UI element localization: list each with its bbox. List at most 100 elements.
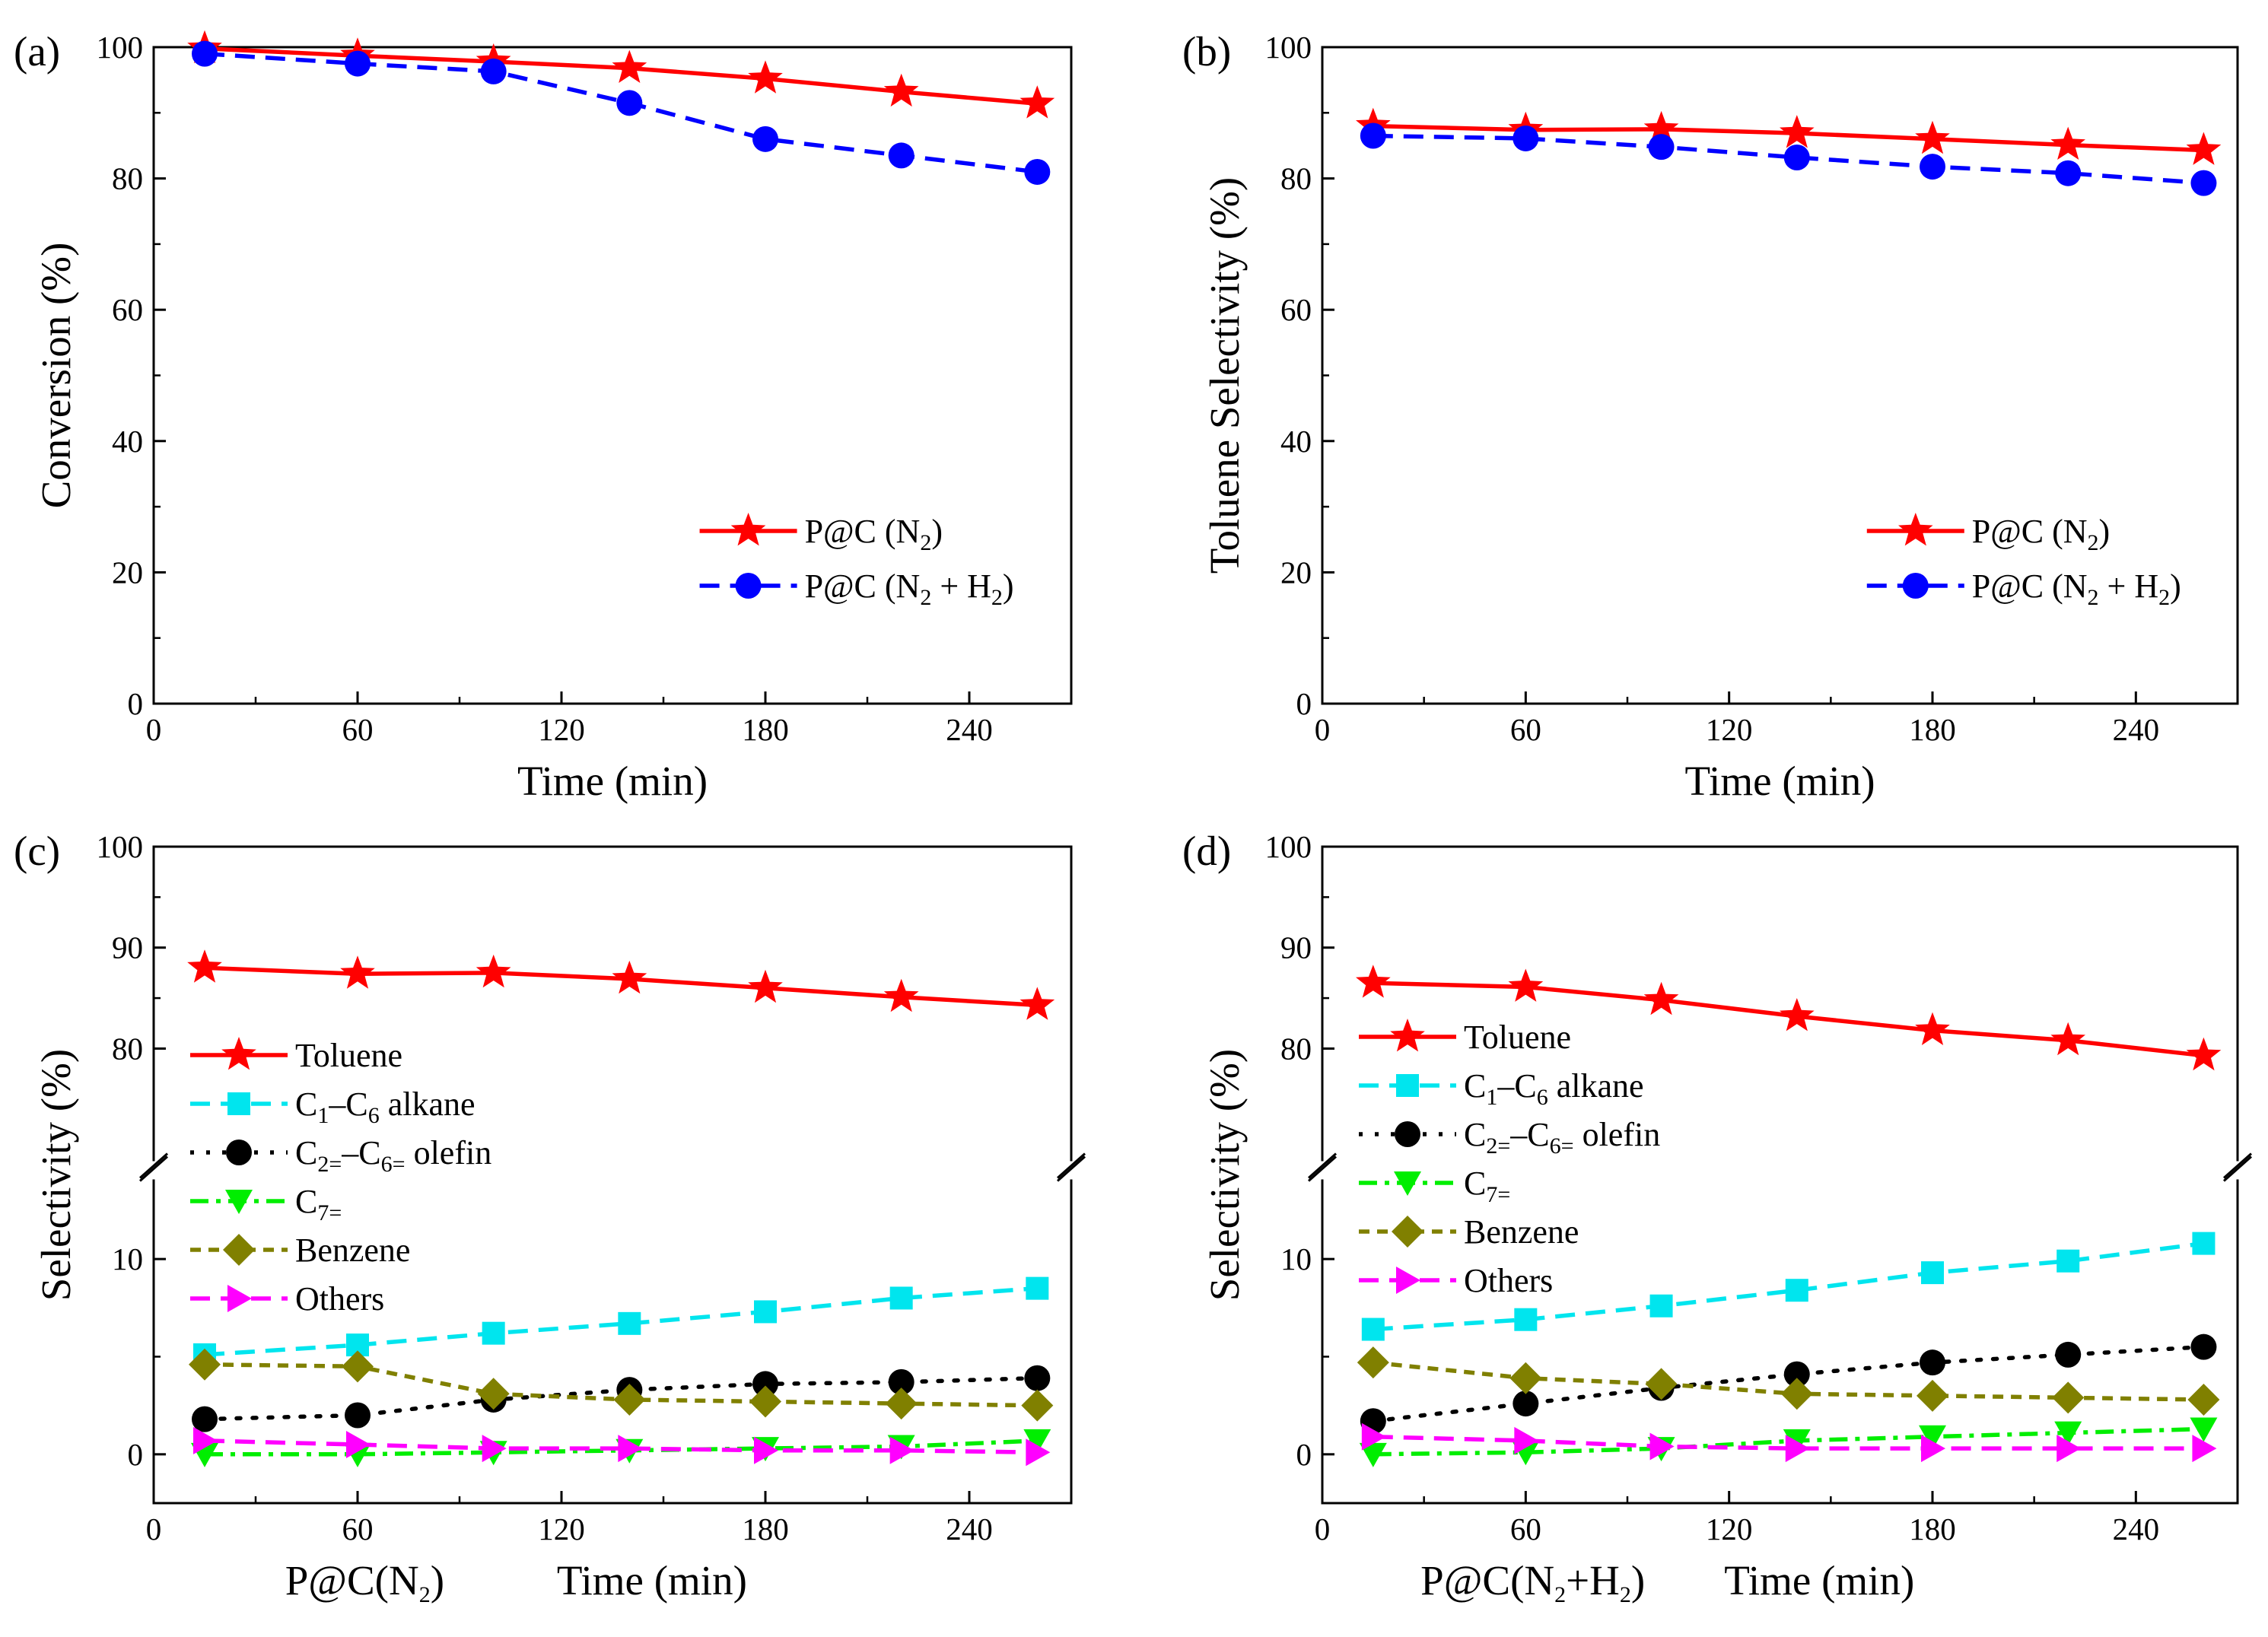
x-tick-label: 120 bbox=[1706, 712, 1753, 747]
x-axis-label: Time (min) bbox=[557, 1557, 747, 1604]
data-point bbox=[1513, 1391, 1539, 1417]
data-point bbox=[889, 1436, 915, 1464]
legend-label: P@C (N2) bbox=[1972, 513, 2110, 555]
series-5 bbox=[193, 1426, 1051, 1467]
panel-label: (d) bbox=[1182, 828, 1231, 874]
legend: P@C (N2) P@C (N2 + H2) bbox=[699, 513, 1014, 610]
data-point bbox=[2190, 170, 2217, 196]
axis-break-mark bbox=[2223, 1155, 2252, 1182]
series-0 bbox=[187, 949, 1055, 1020]
data-point bbox=[754, 1436, 778, 1464]
x-tick-label: 240 bbox=[2113, 712, 2160, 747]
y-axis-label: Selectivity (%) bbox=[1201, 1049, 1248, 1301]
y-tick-label: 0 bbox=[1296, 1437, 1312, 1472]
legend-marker bbox=[1390, 1019, 1425, 1052]
legend-label: C2=–C6= olefin bbox=[1464, 1116, 1660, 1159]
x-tick-label: 60 bbox=[1510, 1511, 1541, 1546]
legend-item: Toluene bbox=[190, 1037, 402, 1074]
legend: Toluene C1–C6 alkane C2=–C6= olefin C7= Benz… bbox=[190, 1037, 491, 1318]
data-point bbox=[752, 1371, 778, 1397]
data-point bbox=[1921, 1261, 1944, 1285]
data-point bbox=[1360, 122, 1386, 149]
data-point bbox=[1361, 1318, 1385, 1341]
x-tick-label: 240 bbox=[946, 712, 993, 747]
y-tick-label: 60 bbox=[112, 292, 143, 327]
data-point bbox=[748, 969, 783, 1003]
data-point bbox=[613, 1383, 646, 1416]
legend-marker bbox=[227, 1285, 252, 1312]
data-point bbox=[885, 1387, 918, 1420]
data-point bbox=[1783, 1361, 1810, 1387]
data-point bbox=[2192, 1232, 2216, 1255]
legend-marker bbox=[221, 1037, 256, 1070]
y-tick-label: 40 bbox=[1280, 424, 1312, 459]
y-tick-label: 10 bbox=[112, 1241, 143, 1276]
data-point bbox=[616, 90, 643, 116]
data-point bbox=[1514, 1308, 1538, 1331]
series-2 bbox=[1360, 1333, 2217, 1435]
data-point bbox=[2186, 132, 2222, 165]
axis-break-mark bbox=[1057, 1155, 1086, 1182]
data-point bbox=[612, 49, 647, 83]
data-point bbox=[1513, 125, 1539, 151]
data-point bbox=[1649, 1432, 1675, 1461]
x-tick-label: 60 bbox=[342, 1511, 374, 1546]
axis-break-mark bbox=[2223, 1152, 2252, 1179]
data-point bbox=[1921, 1435, 1945, 1463]
x-tick-label: 120 bbox=[538, 1511, 585, 1546]
y-tick-label: 90 bbox=[1280, 930, 1312, 965]
data-point bbox=[1920, 154, 1945, 180]
data-point bbox=[1915, 120, 1950, 154]
data-point bbox=[1023, 1429, 1051, 1454]
data-point bbox=[1780, 998, 1815, 1031]
axis-break-mark bbox=[139, 1155, 168, 1182]
legend-item: P@C (N2 + H2) bbox=[1866, 567, 2181, 610]
axis-break-mark bbox=[1057, 1152, 1086, 1179]
legend-marker bbox=[1394, 1171, 1421, 1196]
data-point bbox=[2056, 1249, 2080, 1273]
legend-marker bbox=[225, 1190, 253, 1214]
data-point bbox=[2050, 1022, 2085, 1056]
data-point bbox=[476, 954, 511, 988]
data-point bbox=[189, 1348, 221, 1381]
legend-item: Others bbox=[190, 1280, 384, 1318]
y-tick-label: 100 bbox=[97, 829, 144, 864]
x-tick-label: 120 bbox=[538, 712, 585, 747]
data-point bbox=[883, 73, 919, 107]
data-point bbox=[1915, 1012, 1950, 1045]
data-point bbox=[346, 1430, 371, 1458]
y-tick-label: 20 bbox=[112, 555, 143, 590]
y-tick-label: 10 bbox=[1280, 1241, 1312, 1276]
data-point bbox=[1920, 1349, 1945, 1376]
axis-break-mark bbox=[139, 1152, 168, 1179]
data-point bbox=[888, 142, 915, 169]
legend-item: Benzene bbox=[190, 1232, 410, 1269]
x-tick-label: 0 bbox=[1315, 1511, 1331, 1546]
legend-marker bbox=[1902, 573, 1929, 599]
x-axis-label: Time (min) bbox=[517, 758, 708, 804]
data-point bbox=[480, 58, 507, 84]
legend-label: Others bbox=[1464, 1262, 1553, 1299]
series-1 bbox=[193, 1276, 1049, 1366]
data-point bbox=[482, 1321, 505, 1345]
data-point bbox=[1780, 115, 1815, 148]
panel-label: (a) bbox=[14, 28, 60, 75]
y-axis-label: Conversion (%) bbox=[33, 243, 79, 509]
data-point bbox=[2192, 1435, 2217, 1463]
data-point bbox=[2052, 1381, 2085, 1414]
data-point bbox=[618, 1311, 641, 1335]
y-tick-label: 0 bbox=[1296, 686, 1312, 721]
plot-frame bbox=[152, 46, 1073, 705]
data-point bbox=[342, 1350, 374, 1383]
data-point bbox=[1643, 110, 1679, 145]
legend-marker bbox=[1395, 1121, 1420, 1147]
data-point bbox=[883, 978, 919, 1012]
x-tick-label: 180 bbox=[1909, 1511, 1956, 1546]
y-tick-label: 100 bbox=[1265, 829, 1312, 864]
data-point bbox=[2190, 1333, 2217, 1360]
legend-marker bbox=[226, 1140, 252, 1165]
legend-label: P@C (N2 + H2) bbox=[805, 567, 1014, 610]
series-4 bbox=[189, 1348, 1054, 1422]
legend-label: C1–C6 alkane bbox=[295, 1086, 476, 1128]
data-point bbox=[1508, 968, 1544, 1002]
